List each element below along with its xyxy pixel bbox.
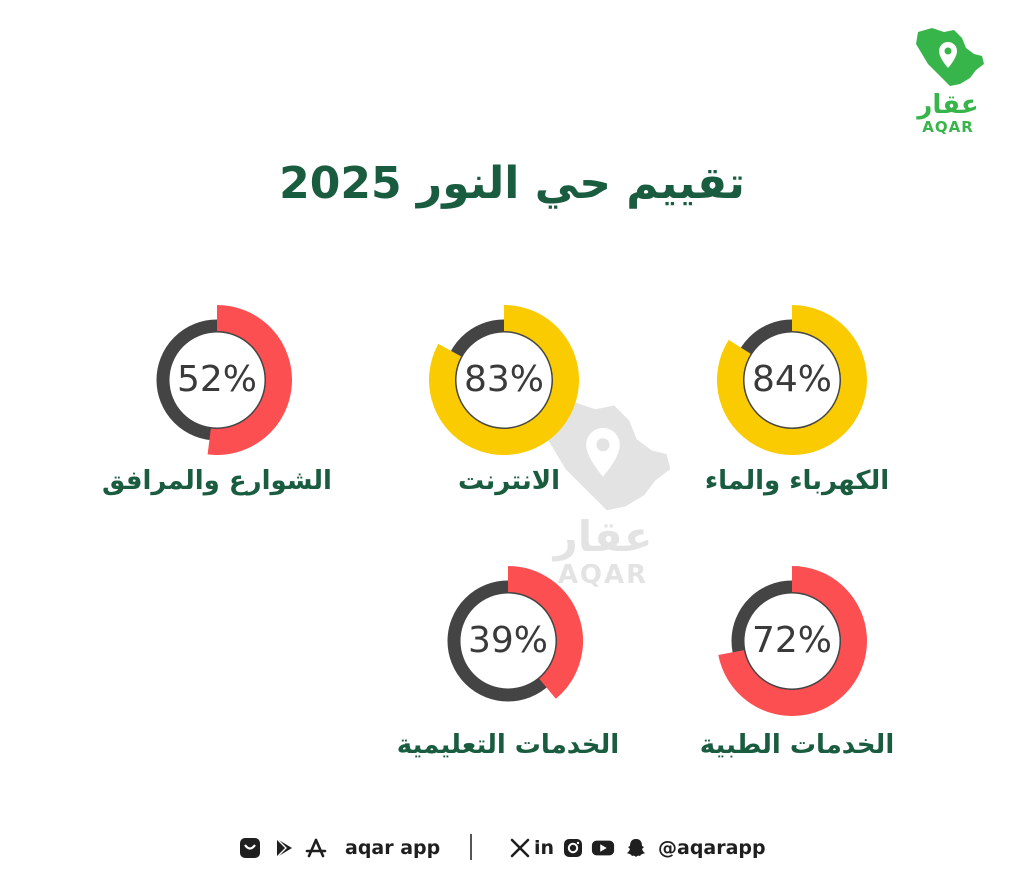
footer-separator bbox=[470, 834, 472, 860]
gauge-value-label: 72% bbox=[751, 620, 832, 661]
logo-arabic-text: عقار bbox=[917, 90, 979, 120]
gauge-value-arc bbox=[717, 305, 867, 455]
gauge-internet: 83% bbox=[429, 305, 579, 455]
watermark-map-pin-icon bbox=[543, 401, 671, 511]
gauge-category-label: الكهرباء والماء bbox=[704, 466, 890, 496]
gauge-category-label: الخدمات الطبية bbox=[699, 730, 895, 760]
gauge-value-arc bbox=[718, 566, 867, 716]
gauge-value-arc bbox=[507, 566, 583, 699]
social-handle-text: @aqarapp bbox=[658, 837, 766, 859]
footer: aqar app in @aqarapp bbox=[0, 828, 1024, 868]
watermark-arabic-text: عقار bbox=[553, 512, 653, 561]
gauge-category-label: الشوارع والمرافق bbox=[102, 466, 332, 496]
logo-english-text: AQAR bbox=[922, 118, 974, 136]
saudi-map-pin-icon bbox=[916, 28, 984, 86]
gauge-value-arc bbox=[207, 305, 292, 455]
linkedin-icon[interactable]: in bbox=[534, 837, 555, 859]
page-title: تقييم حي النور 2025 bbox=[279, 158, 745, 209]
gauge-electricity-water: 84% bbox=[717, 305, 867, 455]
gauge-value-arc bbox=[429, 305, 579, 455]
instagram-icon[interactable] bbox=[561, 836, 585, 860]
snapchat-icon[interactable] bbox=[624, 836, 648, 860]
gauge-category-label: الخدمات التعليمية bbox=[396, 730, 620, 760]
app-store-icon[interactable] bbox=[304, 836, 328, 860]
gauge-value-label: 52% bbox=[176, 359, 257, 400]
gauge-value-label: 84% bbox=[751, 359, 832, 400]
gauge-education-services: 39% bbox=[433, 566, 583, 716]
aqar-logo: عقار AQAR bbox=[906, 26, 990, 136]
x-icon[interactable] bbox=[508, 836, 532, 860]
watermark: عقار AQAR bbox=[528, 398, 678, 598]
watermark-english-text: AQAR bbox=[557, 560, 649, 590]
gauge-category-label: الانترنت bbox=[457, 466, 561, 496]
gauge-value-label: 39% bbox=[467, 620, 548, 661]
gauge-medical-services: 72% bbox=[717, 566, 867, 716]
gauge-value-label: 83% bbox=[463, 359, 544, 400]
youtube-icon[interactable] bbox=[591, 836, 615, 860]
store-icon[interactable] bbox=[238, 836, 262, 860]
google-play-icon[interactable] bbox=[272, 836, 296, 860]
app-name-text: aqar app bbox=[345, 837, 441, 859]
gauge-streets-facilities: 52% bbox=[142, 305, 292, 455]
